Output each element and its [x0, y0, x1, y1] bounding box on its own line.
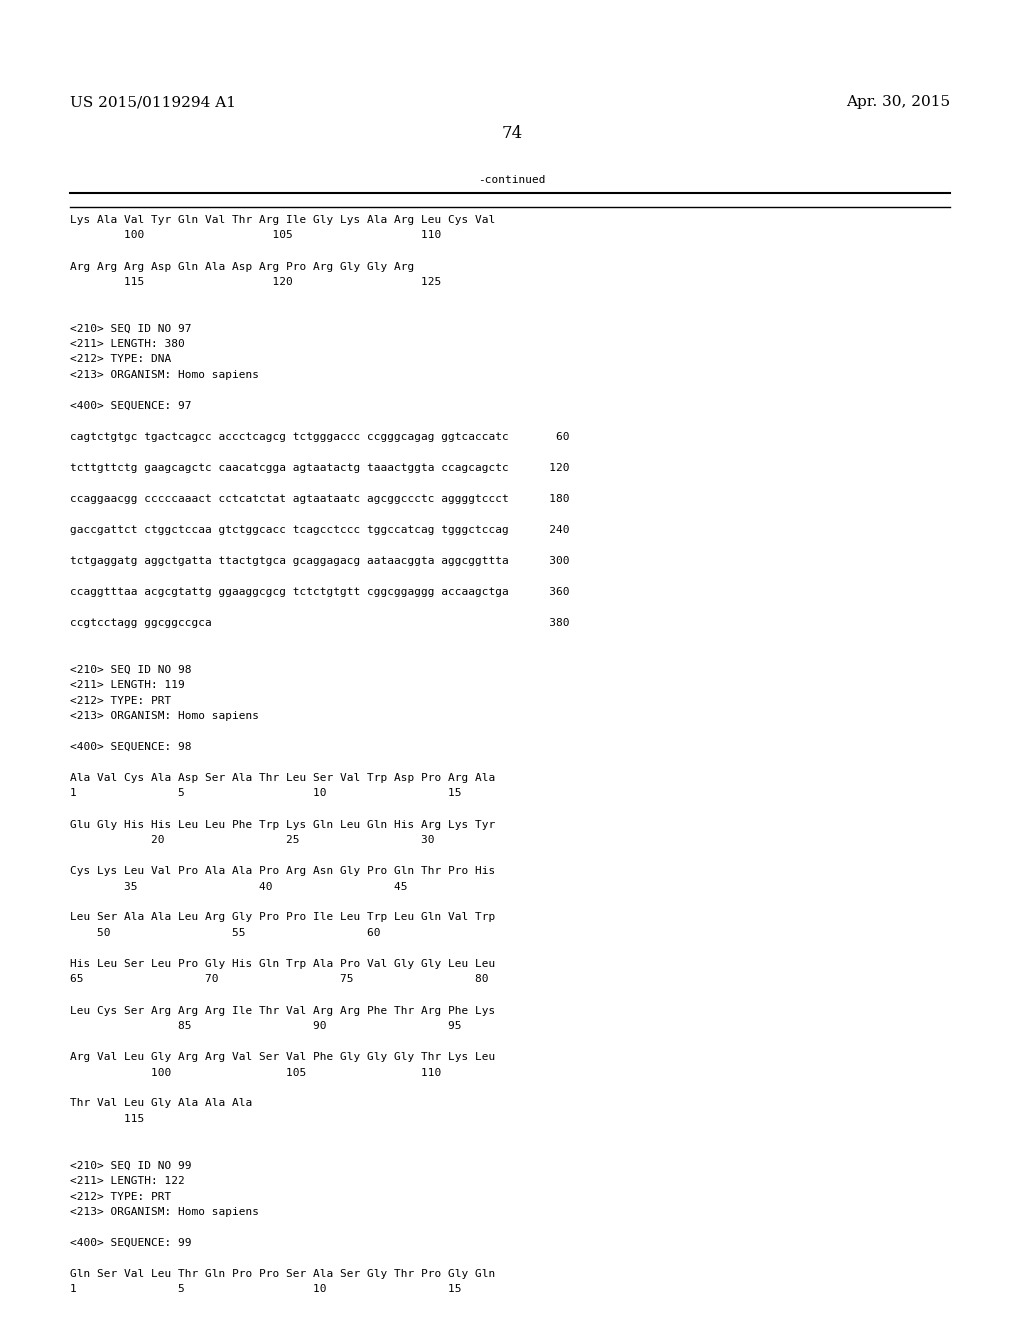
- Text: Glu Gly His His Leu Leu Phe Trp Lys Gln Leu Gln His Arg Lys Tyr: Glu Gly His His Leu Leu Phe Trp Lys Gln …: [70, 820, 496, 829]
- Text: <212> TYPE: DNA: <212> TYPE: DNA: [70, 355, 171, 364]
- Text: 1               5                   10                  15: 1 5 10 15: [70, 788, 462, 799]
- Text: Lys Ala Val Tyr Gln Val Thr Arg Ile Gly Lys Ala Arg Leu Cys Val: Lys Ala Val Tyr Gln Val Thr Arg Ile Gly …: [70, 215, 496, 224]
- Text: US 2015/0119294 A1: US 2015/0119294 A1: [70, 95, 236, 110]
- Text: <210> SEQ ID NO 97: <210> SEQ ID NO 97: [70, 323, 191, 334]
- Text: 65                  70                  75                  80: 65 70 75 80: [70, 974, 488, 985]
- Text: Apr. 30, 2015: Apr. 30, 2015: [846, 95, 950, 110]
- Text: ccaggtttaa acgcgtattg ggaaggcgcg tctctgtgtt cggcggaggg accaagctga      360: ccaggtttaa acgcgtattg ggaaggcgcg tctctgt…: [70, 587, 569, 597]
- Text: tctgaggatg aggctgatta ttactgtgca gcaggagacg aataacggta aggcggttta      300: tctgaggatg aggctgatta ttactgtgca gcaggag…: [70, 556, 569, 566]
- Text: 115                   120                   125: 115 120 125: [70, 277, 441, 286]
- Text: <213> ORGANISM: Homo sapiens: <213> ORGANISM: Homo sapiens: [70, 370, 259, 380]
- Text: 100                   105                   110: 100 105 110: [70, 231, 441, 240]
- Text: cagtctgtgc tgactcagcc accctcagcg tctgggaccc ccgggcagag ggtcaccatc       60: cagtctgtgc tgactcagcc accctcagcg tctggga…: [70, 432, 569, 442]
- Text: 20                  25                  30: 20 25 30: [70, 836, 434, 845]
- Text: <211> LENGTH: 122: <211> LENGTH: 122: [70, 1176, 184, 1185]
- Text: <211> LENGTH: 119: <211> LENGTH: 119: [70, 680, 184, 690]
- Text: ccaggaacgg cccccaaact cctcatctat agtaataatc agcggccctc aggggtccct      180: ccaggaacgg cccccaaact cctcatctat agtaata…: [70, 494, 569, 504]
- Text: <213> ORGANISM: Homo sapiens: <213> ORGANISM: Homo sapiens: [70, 711, 259, 721]
- Text: 1               5                   10                  15: 1 5 10 15: [70, 1284, 462, 1295]
- Text: <400> SEQUENCE: 98: <400> SEQUENCE: 98: [70, 742, 191, 752]
- Text: 74: 74: [502, 125, 522, 143]
- Text: Arg Val Leu Gly Arg Arg Val Ser Val Phe Gly Gly Gly Thr Lys Leu: Arg Val Leu Gly Arg Arg Val Ser Val Phe …: [70, 1052, 496, 1063]
- Text: <212> TYPE: PRT: <212> TYPE: PRT: [70, 696, 171, 705]
- Text: Arg Arg Arg Asp Gln Ala Asp Arg Pro Arg Gly Gly Arg: Arg Arg Arg Asp Gln Ala Asp Arg Pro Arg …: [70, 261, 415, 272]
- Text: Cys Lys Leu Val Pro Ala Ala Pro Arg Asn Gly Pro Gln Thr Pro His: Cys Lys Leu Val Pro Ala Ala Pro Arg Asn …: [70, 866, 496, 876]
- Text: Leu Ser Ala Ala Leu Arg Gly Pro Pro Ile Leu Trp Leu Gln Val Trp: Leu Ser Ala Ala Leu Arg Gly Pro Pro Ile …: [70, 912, 496, 923]
- Text: 115: 115: [70, 1114, 144, 1125]
- Text: -continued: -continued: [478, 176, 546, 185]
- Text: ccgtcctagg ggcggccgca                                                  380: ccgtcctagg ggcggccgca 380: [70, 618, 569, 628]
- Text: <400> SEQUENCE: 97: <400> SEQUENCE: 97: [70, 401, 191, 411]
- Text: <211> LENGTH: 380: <211> LENGTH: 380: [70, 339, 184, 348]
- Text: <400> SEQUENCE: 99: <400> SEQUENCE: 99: [70, 1238, 191, 1247]
- Text: Thr Val Leu Gly Ala Ala Ala: Thr Val Leu Gly Ala Ala Ala: [70, 1098, 252, 1109]
- Text: gaccgattct ctggctccaa gtctggcacc tcagcctccc tggccatcag tgggctccag      240: gaccgattct ctggctccaa gtctggcacc tcagcct…: [70, 525, 569, 535]
- Text: <212> TYPE: PRT: <212> TYPE: PRT: [70, 1192, 171, 1201]
- Text: 35                  40                  45: 35 40 45: [70, 882, 408, 891]
- Text: <210> SEQ ID NO 99: <210> SEQ ID NO 99: [70, 1160, 191, 1171]
- Text: 85                  90                  95: 85 90 95: [70, 1020, 462, 1031]
- Text: <210> SEQ ID NO 98: <210> SEQ ID NO 98: [70, 664, 191, 675]
- Text: 50                  55                  60: 50 55 60: [70, 928, 381, 939]
- Text: Ala Val Cys Ala Asp Ser Ala Thr Leu Ser Val Trp Asp Pro Arg Ala: Ala Val Cys Ala Asp Ser Ala Thr Leu Ser …: [70, 774, 496, 783]
- Text: tcttgttctg gaagcagctc caacatcgga agtaatactg taaactggta ccagcagctc      120: tcttgttctg gaagcagctc caacatcgga agtaata…: [70, 463, 569, 473]
- Text: Leu Cys Ser Arg Arg Arg Ile Thr Val Arg Arg Phe Thr Arg Phe Lys: Leu Cys Ser Arg Arg Arg Ile Thr Val Arg …: [70, 1006, 496, 1015]
- Text: His Leu Ser Leu Pro Gly His Gln Trp Ala Pro Val Gly Gly Leu Leu: His Leu Ser Leu Pro Gly His Gln Trp Ala …: [70, 960, 496, 969]
- Text: 100                 105                 110: 100 105 110: [70, 1068, 441, 1077]
- Text: <213> ORGANISM: Homo sapiens: <213> ORGANISM: Homo sapiens: [70, 1206, 259, 1217]
- Text: Gln Ser Val Leu Thr Gln Pro Pro Ser Ala Ser Gly Thr Pro Gly Gln: Gln Ser Val Leu Thr Gln Pro Pro Ser Ala …: [70, 1269, 496, 1279]
